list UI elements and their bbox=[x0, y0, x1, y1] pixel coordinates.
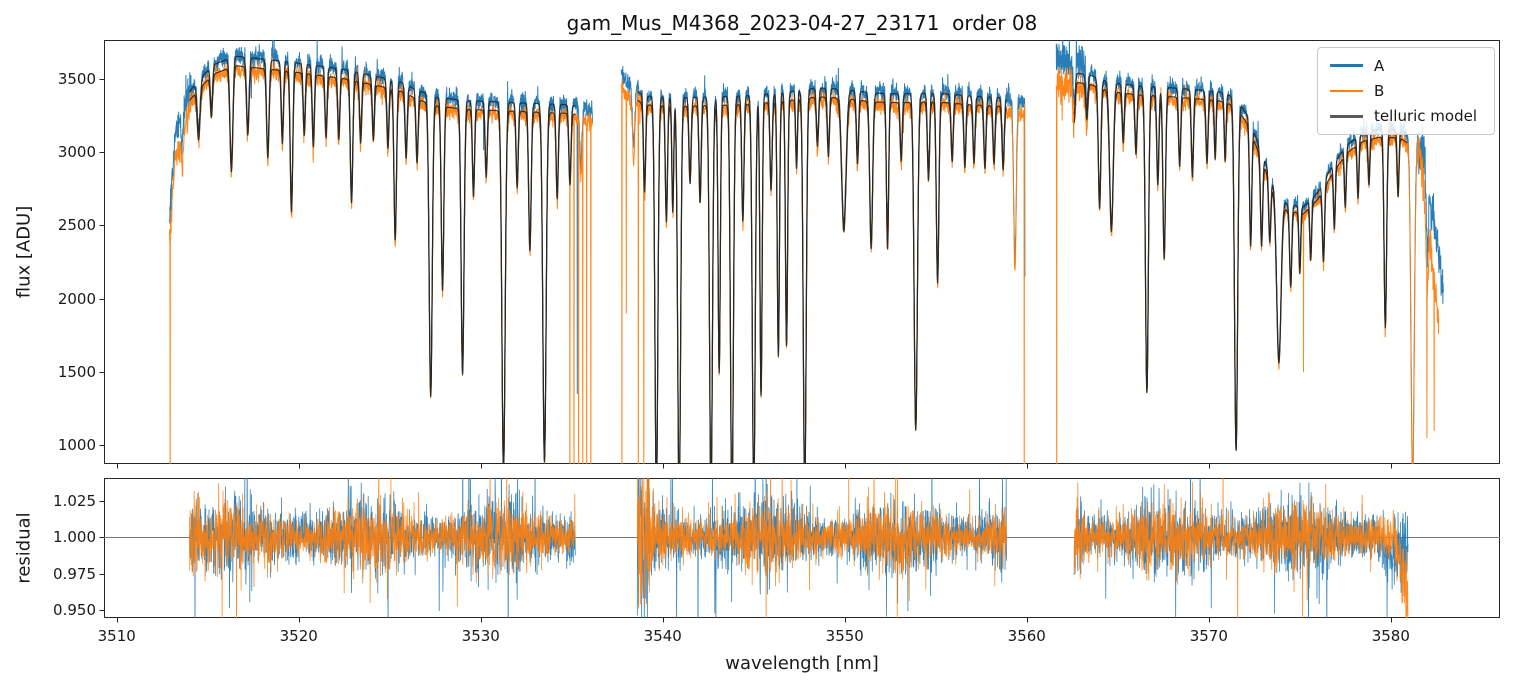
x-tick-label: 3540 bbox=[643, 627, 682, 645]
x-tick-label: 3580 bbox=[1371, 627, 1410, 645]
flux-ytick-label: 3500 bbox=[57, 69, 96, 88]
residual-ytick-label: 1.025 bbox=[53, 491, 96, 510]
residual-ytick-label: 0.975 bbox=[53, 564, 96, 583]
flux-ytick-label: 2000 bbox=[57, 289, 96, 308]
legend-label-a: A bbox=[1374, 56, 1385, 75]
series-b-line-icon bbox=[1330, 89, 1363, 93]
plot-title: gam_Mus_M4368_2023-04-27_23171 order 08 bbox=[566, 11, 1038, 35]
x-tick-label: 3570 bbox=[1189, 627, 1228, 645]
legend-entry-a: A bbox=[1330, 57, 1482, 75]
telluric-model-line-icon bbox=[1330, 115, 1363, 118]
x-tick-label: 3510 bbox=[97, 627, 136, 645]
legend-entry-telluric-model: telluric model bbox=[1330, 107, 1482, 125]
legend-label-telluric-model: telluric model bbox=[1374, 107, 1478, 126]
flux-ytick-label: 3000 bbox=[57, 143, 96, 162]
residual-ytick-label: 0.950 bbox=[53, 600, 96, 619]
x-tick-label: 3560 bbox=[1007, 627, 1046, 645]
flux-ytick-label: 2500 bbox=[57, 216, 96, 235]
flux-ytick-label: 1000 bbox=[57, 435, 96, 454]
x-tick-label: 3550 bbox=[825, 627, 864, 645]
x-axis-label: wavelength [nm] bbox=[725, 653, 879, 674]
legend-label-b: B bbox=[1374, 81, 1385, 100]
legend: A B telluric model bbox=[1317, 47, 1495, 135]
x-tick-label: 3520 bbox=[279, 627, 318, 645]
flux-ytick-label: 1500 bbox=[57, 362, 96, 381]
legend-entry-b: B bbox=[1330, 82, 1482, 100]
x-tick-label: 3530 bbox=[461, 627, 500, 645]
residual-ytick-label: 1.000 bbox=[53, 528, 96, 547]
series-a-line-icon bbox=[1330, 64, 1363, 67]
